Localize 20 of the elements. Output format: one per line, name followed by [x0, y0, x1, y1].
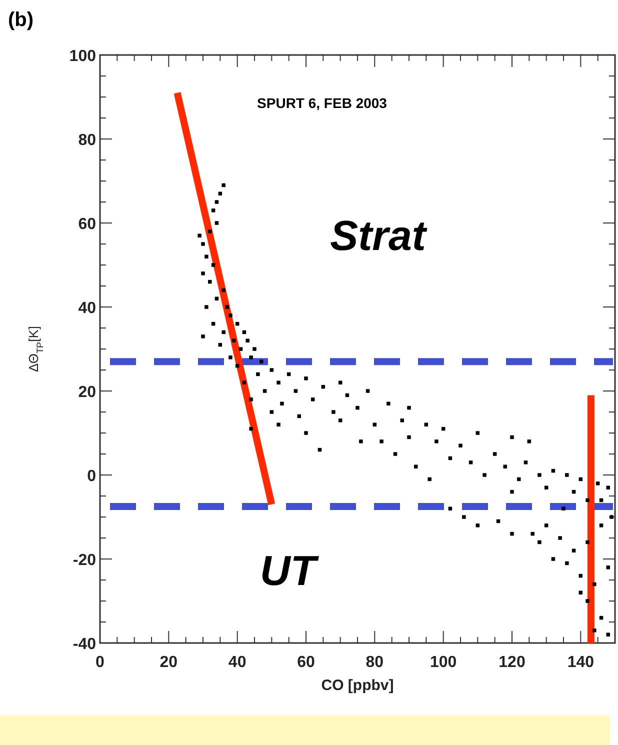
annotation: Strat	[330, 212, 428, 259]
x-tick-label: 80	[366, 654, 384, 671]
x-axis-title: CO [ppbv]	[321, 677, 394, 694]
x-tick-label: 140	[567, 654, 594, 671]
x-tick-label: 40	[228, 654, 246, 671]
y-tick-label: 80	[78, 132, 96, 149]
x-tick-label: 120	[498, 654, 526, 671]
x-tick-label: 20	[160, 654, 178, 671]
y-tick-label: 60	[78, 216, 96, 233]
y-tick-label: 20	[78, 384, 96, 401]
annotation: UT	[260, 547, 320, 594]
y-tick-label: 0	[87, 468, 96, 485]
chart-title: (b)	[8, 9, 34, 31]
y-tick-label: 40	[78, 300, 96, 317]
text: SPURT 6, FEB 2003	[257, 95, 388, 111]
x-tick-label: 100	[430, 654, 457, 671]
y-tick-label: -40	[72, 636, 96, 653]
y-tick-label: 100	[69, 48, 96, 65]
y-tick-label: -20	[72, 552, 96, 569]
x-tick-label: 60	[297, 654, 315, 671]
